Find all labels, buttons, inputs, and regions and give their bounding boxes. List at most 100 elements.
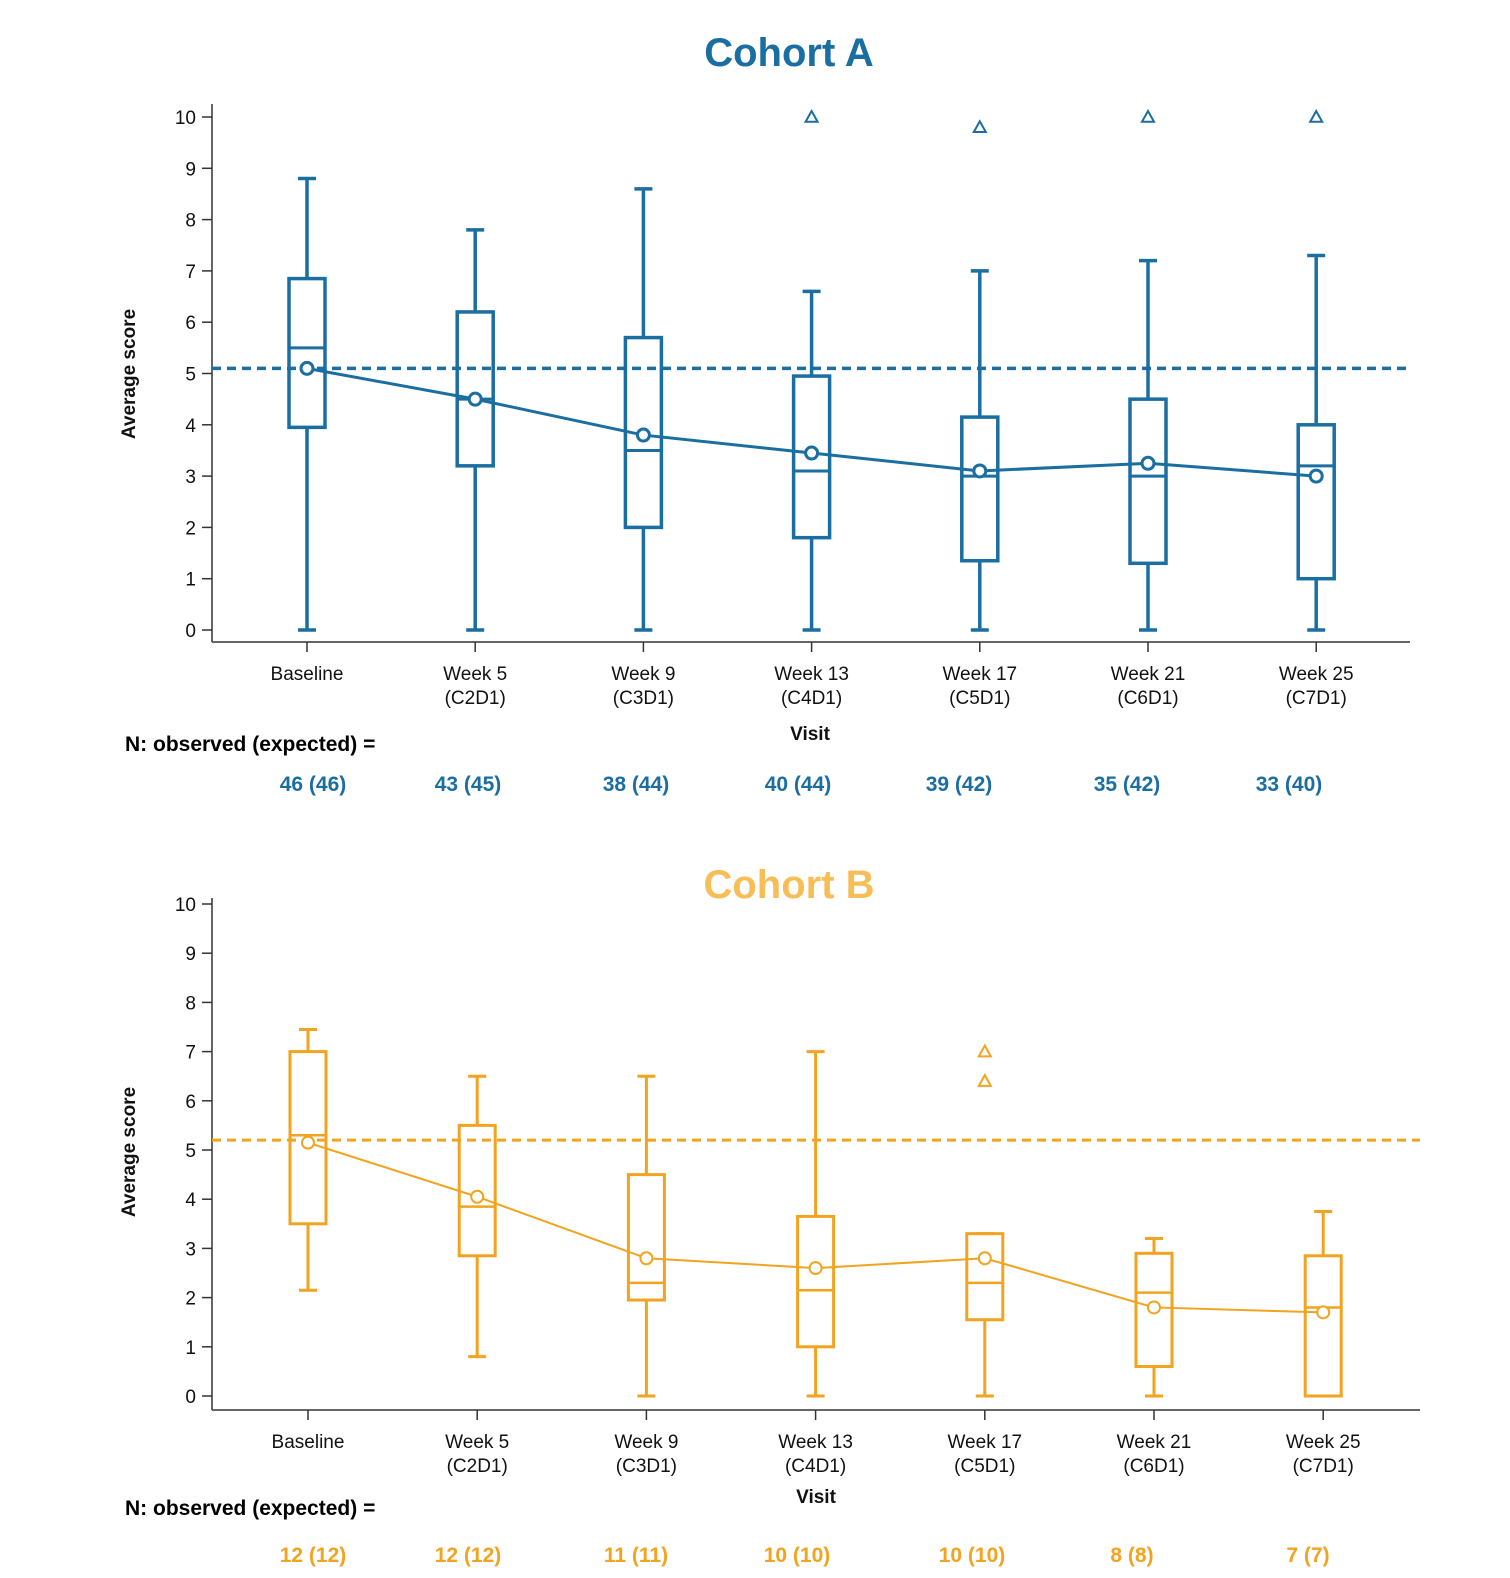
y-tick-label: 5 <box>185 1141 196 1162</box>
x-tick-sublabel: (C6D1) <box>1117 688 1178 709</box>
x-tick-label: Week 25 <box>1286 1432 1361 1453</box>
x-tick-label: Week 13 <box>778 1432 853 1453</box>
mean-marker <box>972 463 988 479</box>
x-axis-label: Visit <box>796 1487 836 1508</box>
iqr-box <box>1134 1251 1174 1368</box>
n-observed-label: N: observed (expected) = <box>125 733 376 756</box>
x-tick-sublabel: (C4D1) <box>781 688 842 709</box>
x-tick-sublabel: (C6D1) <box>1123 1456 1184 1477</box>
y-tick-label: 9 <box>185 159 196 180</box>
box-plot <box>626 1074 666 1398</box>
mean-marker <box>467 391 483 407</box>
y-tick-label: 0 <box>185 621 196 642</box>
x-axis-label: Visit <box>790 724 830 745</box>
box-plot <box>1296 108 1336 632</box>
outlier-marker <box>977 1043 993 1058</box>
n-count: 10 (10) <box>938 1544 1006 1567</box>
y-tick-label: 7 <box>185 1043 196 1064</box>
n-count: 39 (42) <box>925 773 993 796</box>
chart-title: Cohort B <box>703 863 874 907</box>
x-tick-label: Baseline <box>271 664 344 685</box>
y-tick-label: 3 <box>185 467 196 488</box>
iqr-box <box>455 310 495 468</box>
y-tick-label: 1 <box>185 570 196 591</box>
n-count: 40 (44) <box>764 773 832 796</box>
mean-marker <box>1308 468 1324 484</box>
n-count: 11 (11) <box>603 1544 669 1567</box>
box-plot <box>960 119 1000 632</box>
iqr-box <box>288 1050 328 1226</box>
cohort-a-chart: Cohort A 0 1 2 3 4 5 6 7 8 9 10 Average score Baselin… <box>119 31 1410 745</box>
box-plot <box>287 176 327 632</box>
y-tick-label: 7 <box>185 262 196 283</box>
iqr-box <box>287 276 327 430</box>
x-tick-label: Week 13 <box>774 664 849 685</box>
x-tick-label: Baseline <box>272 1432 345 1453</box>
mean-marker <box>977 1251 992 1266</box>
mean-marker <box>1147 1300 1161 1315</box>
y-axis-label: Average score <box>119 309 140 439</box>
box-plot <box>1128 108 1168 632</box>
y-tick-label: 2 <box>185 518 196 539</box>
iqr-box <box>1303 1254 1343 1398</box>
box-plot <box>623 187 664 632</box>
x-tick-label: Week 17 <box>942 664 1017 685</box>
iqr-box <box>960 415 1000 563</box>
y-tick-label: 9 <box>185 944 196 965</box>
box-plot <box>457 1074 497 1359</box>
y-tick-label: 4 <box>185 416 196 437</box>
x-tick-label: Week 9 <box>611 664 675 685</box>
y-axis-label: Average score <box>119 1087 140 1217</box>
n-count: 33 (40) <box>1255 773 1323 796</box>
chart-title: Cohort A <box>704 31 874 75</box>
n-count: 12 (12) <box>434 1544 502 1567</box>
box-plot <box>1303 1210 1343 1398</box>
cohort-b-panel: Cohort B 0 1 2 3 4 5 6 7 8 9 10 Average score Baselin… <box>0 830 1510 1578</box>
x-tick-label: Week 21 <box>1117 1432 1192 1453</box>
x-tick-label: Week 5 <box>443 664 507 685</box>
box-plot <box>791 108 832 632</box>
outlier-marker <box>1308 108 1324 123</box>
y-tick-label: 6 <box>185 1092 196 1113</box>
box-plot <box>455 228 495 632</box>
x-tick-sublabel: (C2D1) <box>445 688 506 709</box>
n-count: 12 (12) <box>279 1544 347 1567</box>
cohort-a-panel: Cohort A 0 1 2 3 4 5 6 7 8 9 10 Average score Baselin… <box>119 31 1410 796</box>
n-count: 10 (10) <box>763 1544 831 1567</box>
n-count: 46 (46) <box>279 773 347 796</box>
mean-marker <box>808 1261 823 1276</box>
n-count: 8 (8) <box>1110 1544 1154 1567</box>
x-tick-sublabel: (C3D1) <box>616 1456 677 1477</box>
iqr-box <box>626 1173 666 1302</box>
iqr-box <box>1296 423 1336 581</box>
mean-marker <box>804 445 820 461</box>
x-tick-label: Week 5 <box>445 1432 509 1453</box>
box-plot <box>1134 1237 1174 1398</box>
y-tick-label: 0 <box>185 1387 196 1408</box>
y-tick-label: 3 <box>185 1239 196 1260</box>
x-tick-label: Week 17 <box>947 1432 1022 1453</box>
cohort-b-chart: Cohort B 0 1 2 3 4 5 6 7 8 9 10 Average score Baselin… <box>119 863 1420 1508</box>
n-count: 38 (44) <box>602 773 670 796</box>
iqr-box <box>791 374 832 540</box>
y-tick-label: 8 <box>185 993 196 1014</box>
n-count: 43 (45) <box>434 773 502 796</box>
mean-marker <box>301 1135 315 1150</box>
iqr-box <box>796 1214 836 1349</box>
x-tick-label: Week 25 <box>1279 664 1354 685</box>
mean-marker <box>635 427 651 443</box>
y-tick-label: 4 <box>185 1190 196 1211</box>
y-tick-label: 1 <box>185 1338 196 1359</box>
x-tick-sublabel: (C5D1) <box>954 1456 1015 1477</box>
y-tick-label: 5 <box>185 365 196 386</box>
x-tick-sublabel: (C2D1) <box>447 1456 508 1477</box>
mean-marker <box>639 1251 654 1266</box>
outlier-marker <box>803 108 820 123</box>
outlier-marker <box>977 1073 993 1087</box>
mean-marker <box>1140 455 1156 471</box>
y-tick-label: 6 <box>185 313 196 334</box>
box-plot <box>288 1027 328 1292</box>
x-tick-sublabel: (C7D1) <box>1293 1456 1354 1477</box>
x-tick-label: Week 9 <box>614 1432 678 1453</box>
y-tick-label: 10 <box>175 108 196 129</box>
